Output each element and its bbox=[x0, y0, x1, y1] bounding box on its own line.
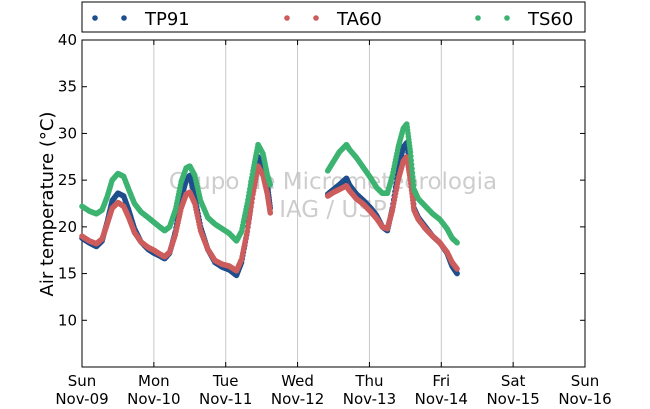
x-tick-label-day: Wed bbox=[281, 372, 314, 390]
y-tick-label: 40 bbox=[58, 31, 77, 49]
data-point bbox=[407, 153, 414, 160]
data-point bbox=[454, 270, 460, 277]
legend: TP91 TA60 TS60 bbox=[92, 9, 573, 30]
data-point bbox=[410, 178, 416, 184]
x-tick-label-date: Nov-09 bbox=[55, 390, 108, 408]
legend-label: TA60 bbox=[336, 9, 382, 30]
x-tick-label-day: Thu bbox=[354, 372, 383, 390]
data-point bbox=[245, 220, 252, 227]
x-tick-label-day: Sat bbox=[501, 372, 526, 390]
legend-marker bbox=[475, 15, 481, 21]
data-point bbox=[407, 149, 414, 155]
data-point bbox=[267, 182, 274, 188]
x-tick-label-day: Fri bbox=[432, 372, 450, 390]
legend-marker bbox=[121, 15, 127, 21]
x-tick-label-date: Nov-12 bbox=[271, 390, 324, 408]
x-tick-label-day: Tue bbox=[212, 372, 239, 390]
legend-marker bbox=[284, 15, 290, 21]
y-tick-label: 30 bbox=[58, 124, 77, 142]
data-point bbox=[247, 207, 254, 214]
data-point bbox=[409, 165, 415, 172]
plot-area-frame bbox=[81, 39, 586, 368]
y-axis-ticks: 10 15 20 25 30 35 40 bbox=[58, 31, 585, 329]
series-TS60 bbox=[79, 121, 460, 246]
x-tick-label-date: Nov-11 bbox=[199, 390, 252, 408]
data-point bbox=[244, 228, 251, 235]
data-point bbox=[408, 161, 415, 168]
data-point bbox=[246, 216, 252, 222]
legend-label: TP91 bbox=[144, 9, 190, 30]
data-point bbox=[409, 174, 416, 180]
y-tick-label: 15 bbox=[58, 265, 77, 283]
x-tick-label-date: Nov-10 bbox=[127, 390, 180, 408]
y-tick-label: 10 bbox=[58, 311, 77, 329]
y-axis-title: Air temperature (°C) bbox=[37, 112, 58, 297]
legend-box bbox=[81, 1, 586, 33]
y-tick-label: 25 bbox=[58, 171, 77, 189]
data-point bbox=[409, 170, 416, 176]
x-tick-label-date: Nov-16 bbox=[558, 390, 611, 408]
x-axis-ticks: SunNov-09MonNov-10TueNov-11WedNov-12ThuN… bbox=[55, 40, 612, 408]
data-point bbox=[454, 266, 460, 272]
data-points bbox=[79, 121, 460, 279]
data-point bbox=[267, 210, 274, 216]
data-point bbox=[248, 203, 254, 210]
x-tick-label-day: Sun bbox=[571, 372, 600, 390]
legend-marker bbox=[504, 15, 510, 21]
y-tick-label: 35 bbox=[58, 78, 77, 96]
x-tick-label-date: Nov-13 bbox=[343, 390, 396, 408]
legend-label: TS60 bbox=[527, 9, 573, 30]
x-tick-label-date: Nov-14 bbox=[415, 390, 468, 408]
data-point bbox=[410, 182, 417, 189]
x-tick-label-day: Sun bbox=[68, 372, 97, 390]
legend-marker bbox=[92, 15, 98, 21]
data-point bbox=[408, 157, 414, 164]
series-TA60 bbox=[79, 153, 460, 274]
y-tick-label: 20 bbox=[58, 218, 77, 236]
data-point bbox=[247, 212, 253, 218]
x-tick-label-date: Nov-15 bbox=[486, 390, 539, 408]
legend-marker bbox=[313, 15, 319, 21]
x-tick-label-day: Mon bbox=[138, 372, 170, 390]
data-point bbox=[245, 224, 251, 231]
data-point bbox=[454, 239, 460, 246]
